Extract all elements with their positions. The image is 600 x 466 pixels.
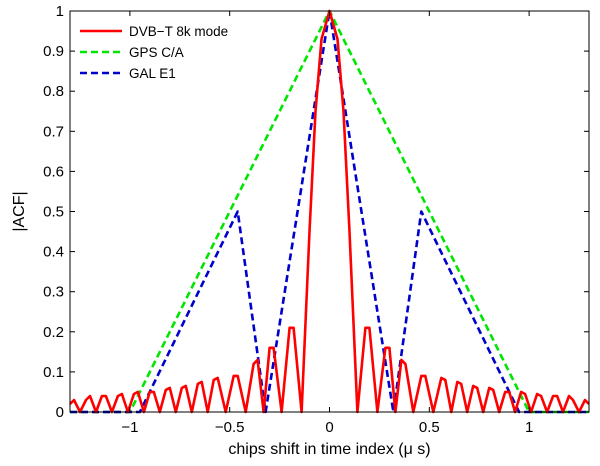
legend: DVB−T 8k mode GPS C/A GAL E1 [80, 24, 228, 81]
y-tick-label: 0.5 [43, 204, 64, 221]
x-axis-label: chips shift in time index (μ s) [228, 441, 430, 458]
y-axis-label: |ACF| [11, 191, 28, 231]
x-tick-label: 0.5 [419, 419, 440, 436]
y-tick-label: 0.4 [43, 244, 64, 261]
x-tick-label: 1 [525, 419, 533, 436]
y-tick-label: 0.1 [43, 364, 64, 381]
legend-label-1: GPS C/A [129, 45, 184, 60]
y-tick-label: 1 [56, 3, 64, 20]
y-tick-label: 0.8 [43, 83, 64, 100]
x-tick-label: 0 [325, 419, 333, 436]
y-tick-label: 0.7 [43, 123, 64, 140]
series-line-2 [70, 9, 589, 414]
y-tick-label: 0 [56, 404, 64, 421]
legend-label-0: DVB−T 8k mode [129, 24, 228, 39]
ticks-layer: −1 −0.5 0 0.5 1 0 0.1 0.2 0.3 0.4 0.5 0.6 0.7 0.8 0.9 1 [43, 3, 589, 436]
x-tick-label: −1 [121, 419, 138, 436]
x-tick-label: −0.5 [215, 419, 245, 436]
y-tick-label: 0.9 [43, 43, 64, 60]
y-tick-label: 0.3 [43, 284, 64, 301]
y-tick-label: 0.6 [43, 163, 64, 180]
legend-label-2: GAL E1 [129, 66, 176, 81]
y-tick-label: 0.2 [43, 324, 64, 341]
